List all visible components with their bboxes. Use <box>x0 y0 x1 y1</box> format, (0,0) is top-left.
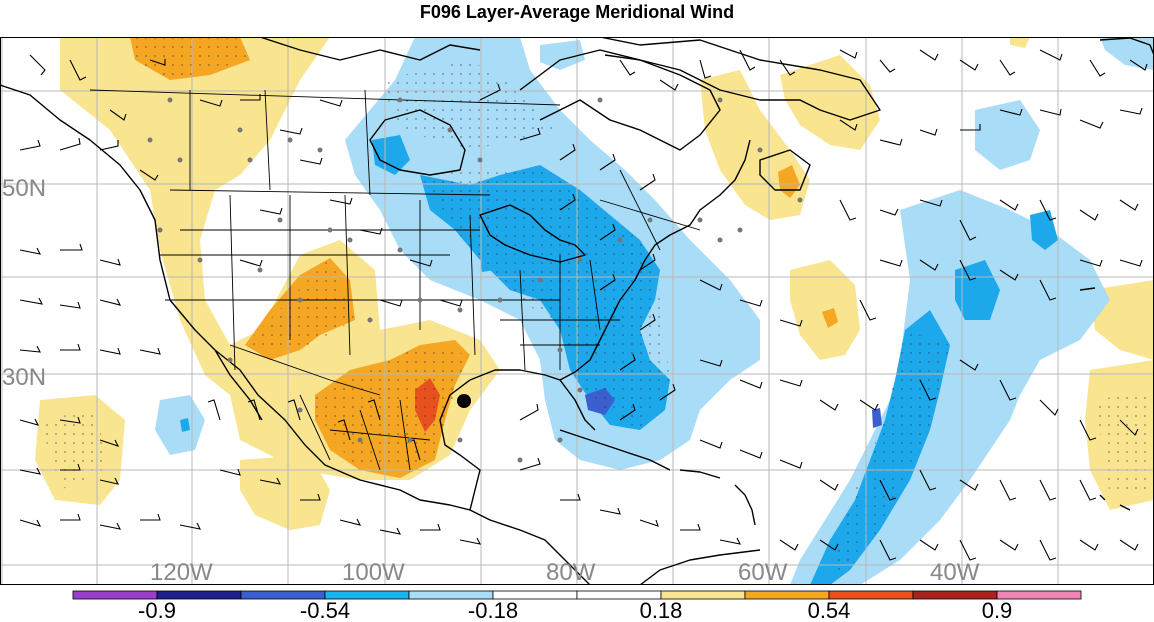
coast-central-america <box>469 509 591 585</box>
pos-area-ne-corner <box>1010 37 1030 48</box>
colorbar-label: 0.54 <box>808 598 851 622</box>
station-dots <box>147 97 803 463</box>
coast-arctic <box>259 37 481 61</box>
lon-label-60w: 60W <box>738 559 788 586</box>
colorbar <box>72 590 1082 600</box>
coast-labrador <box>519 49 721 151</box>
coast-antilles <box>734 484 756 526</box>
lat-label-50n: 50N <box>2 175 46 202</box>
coast-cuba <box>559 429 671 471</box>
neg-area-ne <box>975 100 1040 170</box>
coast-sa <box>639 549 761 585</box>
wind-barbs <box>19 49 1148 561</box>
colorbar-label: 0.9 <box>982 598 1013 622</box>
neg-area-atl-patch <box>872 408 882 428</box>
graticule <box>0 37 1154 585</box>
neg-area-atlantic-core2 <box>955 260 1000 320</box>
coast-baja <box>214 349 263 421</box>
colorbar-labels: -0.9 -0.54 -0.18 0.18 0.54 0.9 <box>138 598 1012 622</box>
colorbar-label: -0.18 <box>468 598 518 622</box>
storm-center-marker <box>457 394 471 408</box>
coast-hudson <box>369 109 466 176</box>
coast-hispaniola <box>679 469 721 479</box>
map-title: F096 Layer-Average Meridional Wind <box>419 2 735 22</box>
political-borders <box>89 89 701 471</box>
neg-area-hudson-core <box>372 135 410 175</box>
lon-label-100w: 100W <box>342 559 405 586</box>
pos-area-mid-atl-core <box>822 308 838 328</box>
azores <box>1079 287 1131 511</box>
pos-area-south <box>240 455 330 530</box>
coast-greenland <box>599 37 881 121</box>
colorbar-label: -0.54 <box>300 598 350 622</box>
lon-label-80w: 80W <box>546 559 596 586</box>
colorbar-swatch <box>996 590 1082 600</box>
neg-area-greenland <box>540 40 585 70</box>
neg-area-ne-corner <box>1100 37 1154 70</box>
coast-florida <box>559 299 621 381</box>
colorbar-label: 0.18 <box>640 598 683 622</box>
coast-gulf <box>439 369 596 511</box>
coastlines <box>0 37 1154 585</box>
colorbar-label: -0.9 <box>138 598 176 622</box>
neg-area-pacific-core <box>180 418 190 432</box>
lat-label-30n: 30N <box>2 364 46 391</box>
great-lakes <box>479 204 586 263</box>
lon-label-120w: 120W <box>150 559 213 586</box>
lon-label-40w: 40W <box>930 559 980 586</box>
coast-east <box>619 139 751 301</box>
pos-area-mid-atl <box>790 260 860 360</box>
stippling <box>40 37 1154 585</box>
coast-iceland <box>1099 37 1154 56</box>
coast-newfoundland <box>759 149 811 191</box>
map-field <box>0 37 1154 585</box>
